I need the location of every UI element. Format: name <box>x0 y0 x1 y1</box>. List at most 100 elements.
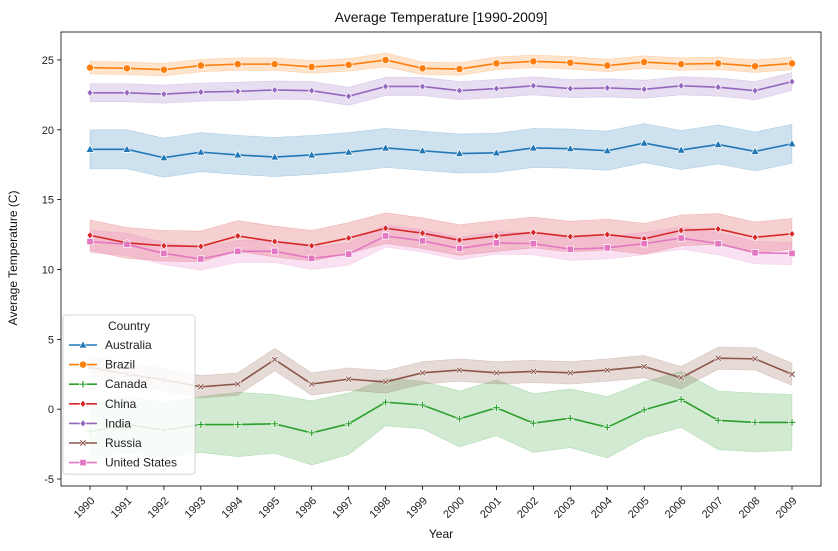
india-point <box>677 81 685 90</box>
y-axis-title: Average Temperature (C) <box>6 191 20 326</box>
legend-marker-canada <box>79 380 87 389</box>
canada-point <box>788 418 796 427</box>
united-states-point <box>603 244 611 252</box>
x-axis-title: Year <box>429 527 453 541</box>
brazil-point <box>529 57 538 66</box>
china-point <box>751 233 759 242</box>
canada-point <box>529 419 538 428</box>
united-states-point <box>418 237 427 245</box>
russia-point <box>307 380 316 388</box>
russia-point <box>714 354 722 363</box>
legend-box <box>62 314 196 475</box>
australia-point <box>528 143 538 152</box>
legend-marker-india <box>79 419 87 428</box>
united-states-point <box>492 239 500 247</box>
united-states-point <box>529 240 537 248</box>
russia-point <box>455 366 464 374</box>
x-tick-label: 2006 <box>663 495 689 521</box>
canada-band <box>89 371 793 466</box>
x-tick-label: 1998 <box>367 495 393 521</box>
brazil-point <box>344 60 353 69</box>
united-states-point <box>751 249 759 257</box>
legend-marker-brazil <box>79 360 87 369</box>
india-point <box>529 81 537 90</box>
canada-point <box>677 395 686 404</box>
australia-point <box>713 139 723 148</box>
united-states-point <box>677 234 685 242</box>
series-lines <box>89 59 793 434</box>
chart-title: Average Temperature [1990-2009] <box>335 9 548 25</box>
india-point <box>234 87 242 96</box>
china-point <box>160 241 168 250</box>
x-tick-label: 2005 <box>626 495 652 521</box>
legend-marker-china <box>79 399 87 408</box>
russia-point <box>751 355 759 363</box>
australia-point <box>122 144 132 153</box>
brazil-point <box>751 62 760 71</box>
australia-point <box>602 145 612 155</box>
x-tick-label: 1993 <box>183 495 209 521</box>
india-point <box>271 85 279 95</box>
legend-title: Country <box>108 319 150 333</box>
china-point <box>788 229 796 238</box>
brazil-point <box>418 64 427 73</box>
united-states-point <box>455 244 464 253</box>
x-tick-label: 2008 <box>737 495 763 521</box>
x-tick-label: 2003 <box>552 495 578 521</box>
brazil-point <box>677 60 686 69</box>
china-point <box>566 232 574 241</box>
confidence-bands <box>89 52 793 466</box>
canada-point <box>233 420 242 429</box>
brazil-point <box>492 59 501 68</box>
china-point <box>419 229 427 238</box>
china-point <box>529 228 537 237</box>
brazil-point <box>196 61 205 70</box>
russia-point <box>233 380 242 388</box>
canada-point <box>640 405 649 414</box>
x-tick-label: 1996 <box>293 495 319 521</box>
australia-point <box>307 150 317 159</box>
brazil-point <box>122 64 131 73</box>
legend-marker-australia <box>78 340 88 349</box>
china-point <box>714 224 722 234</box>
united-states-point <box>271 247 279 255</box>
russia-point <box>381 378 390 386</box>
russia-point <box>566 369 575 377</box>
united-states-point <box>345 250 353 258</box>
canada-point <box>751 418 759 427</box>
legend-label-united-states: United States <box>105 456 177 470</box>
legend-marker-united-states <box>79 459 87 467</box>
australia-point <box>233 150 243 159</box>
china-point <box>677 226 685 235</box>
australia-point <box>639 138 649 147</box>
legend-label-australia: Australia <box>105 338 152 352</box>
united-states-point <box>308 254 316 262</box>
canada-point <box>418 401 427 409</box>
x-tick-label: 2004 <box>589 495 615 521</box>
series-markers <box>85 55 797 437</box>
india-point <box>751 86 759 95</box>
legend-label-canada: Canada <box>105 377 147 391</box>
brazil-point <box>307 62 316 71</box>
x-tick-label: 2002 <box>515 495 541 521</box>
united-states-point <box>197 255 205 263</box>
united-states-point <box>86 237 94 246</box>
india-point <box>197 87 205 97</box>
russia-point <box>492 369 501 377</box>
india-point <box>640 85 648 94</box>
russia-point <box>640 362 649 371</box>
canada-point <box>714 416 723 425</box>
russia-point <box>270 355 279 364</box>
y-tick-label: 15 <box>42 195 54 207</box>
australia-point <box>676 145 686 154</box>
x-tick-label: 1994 <box>220 495 246 521</box>
china-point <box>345 233 353 243</box>
india-point <box>714 83 722 92</box>
russia-point <box>677 373 686 382</box>
y-tick-label: 10 <box>42 264 54 276</box>
plot-frame <box>60 31 822 487</box>
brazil-point <box>640 58 649 66</box>
india-point <box>455 86 463 95</box>
china-point <box>271 237 279 246</box>
